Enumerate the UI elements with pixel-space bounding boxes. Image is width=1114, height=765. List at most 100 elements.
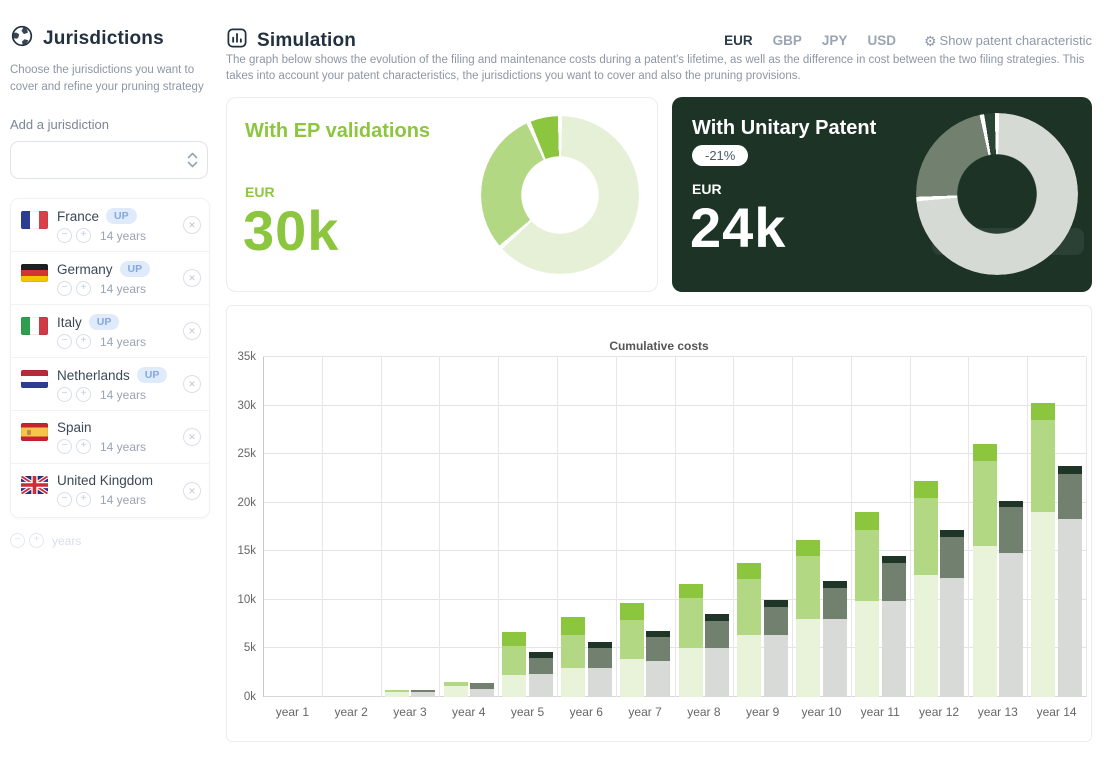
bar-segment-up-year-12[interactable] bbox=[940, 536, 965, 578]
bar-segment-up-year-8[interactable] bbox=[705, 648, 730, 697]
bar-segment-ep-year-7[interactable] bbox=[619, 620, 644, 660]
bar-segment-ep-year-8[interactable] bbox=[678, 584, 703, 598]
ep-cost-donut-chart[interactable] bbox=[481, 116, 639, 274]
remove-jurisdiction-button[interactable]: ✕ bbox=[183, 216, 201, 235]
bar-segment-up-year-5[interactable] bbox=[528, 652, 553, 658]
bar-segment-up-year-13[interactable] bbox=[999, 506, 1024, 554]
bar-segment-up-year-11[interactable] bbox=[881, 562, 906, 601]
bar-segment-up-year-13[interactable] bbox=[999, 553, 1024, 697]
minus-button-disabled[interactable]: − bbox=[10, 533, 25, 549]
bar-segment-ep-year-7[interactable] bbox=[619, 659, 644, 697]
decrease-years-button[interactable]: − bbox=[57, 228, 72, 244]
increase-years-button[interactable]: + bbox=[76, 281, 91, 297]
bar-segment-ep-year-14[interactable] bbox=[1031, 402, 1056, 421]
bar-segment-ep-year-14[interactable] bbox=[1031, 420, 1056, 513]
bar-segment-up-year-12[interactable] bbox=[940, 578, 965, 697]
bar-segment-up-year-5[interactable] bbox=[528, 657, 553, 675]
bar-segment-up-year-4[interactable] bbox=[470, 688, 494, 697]
y-axis-line bbox=[263, 357, 264, 697]
x-gridline bbox=[556, 357, 558, 697]
bar-segment-ep-year-8[interactable] bbox=[678, 597, 703, 649]
remove-jurisdiction-button[interactable]: ✕ bbox=[183, 322, 201, 341]
bar-segment-up-year-3[interactable] bbox=[411, 692, 436, 697]
bar-segment-up-year-5[interactable] bbox=[528, 674, 553, 697]
bar-segment-ep-year-13[interactable] bbox=[972, 546, 997, 697]
bar-segment-up-year-8[interactable] bbox=[705, 614, 730, 622]
remove-jurisdiction-button[interactable]: ✕ bbox=[183, 481, 201, 500]
bar-segment-up-year-13[interactable] bbox=[999, 500, 1024, 507]
bar-segment-ep-year-9[interactable] bbox=[737, 634, 762, 697]
bar-segment-ep-year-10[interactable] bbox=[796, 619, 821, 697]
increase-years-button[interactable]: + bbox=[76, 334, 91, 350]
currency-option-gbp[interactable]: GBP bbox=[772, 33, 802, 48]
bar-segment-up-year-14[interactable] bbox=[1057, 519, 1082, 697]
bar-segment-up-year-11[interactable] bbox=[881, 556, 906, 563]
bar-segment-ep-year-5[interactable] bbox=[502, 674, 527, 697]
bar-segment-ep-year-14[interactable] bbox=[1031, 512, 1056, 697]
bar-segment-up-year-6[interactable] bbox=[587, 647, 612, 668]
bar-segment-ep-year-12[interactable] bbox=[913, 481, 938, 498]
bar-segment-up-year-3[interactable] bbox=[411, 689, 436, 693]
bar-segment-ep-year-11[interactable] bbox=[855, 512, 879, 530]
bar-segment-ep-year-3[interactable] bbox=[384, 690, 409, 693]
plus-button-disabled[interactable]: + bbox=[29, 533, 44, 549]
bar-segment-ep-year-5[interactable] bbox=[502, 631, 527, 646]
remove-jurisdiction-button[interactable]: ✕ bbox=[183, 269, 201, 288]
decrease-years-button[interactable]: − bbox=[57, 439, 72, 455]
currency-option-usd[interactable]: USD bbox=[867, 33, 896, 48]
bar-segment-ep-year-9[interactable] bbox=[737, 578, 762, 635]
bar-segment-ep-year-6[interactable] bbox=[561, 667, 586, 697]
bar-segment-up-year-14[interactable] bbox=[1057, 473, 1082, 520]
bar-segment-up-year-6[interactable] bbox=[587, 667, 612, 697]
bar-segment-up-year-9[interactable] bbox=[763, 634, 788, 697]
bar-segment-up-year-10[interactable] bbox=[822, 619, 847, 697]
bar-segment-ep-year-5[interactable] bbox=[502, 645, 527, 675]
bar-segment-ep-year-12[interactable] bbox=[913, 574, 938, 697]
bar-segment-up-year-11[interactable] bbox=[881, 600, 906, 697]
bar-segment-ep-year-7[interactable] bbox=[619, 602, 644, 621]
bar-segment-ep-year-9[interactable] bbox=[737, 562, 762, 579]
bar-segment-ep-year-6[interactable] bbox=[561, 617, 586, 635]
increase-years-button[interactable]: + bbox=[76, 387, 91, 403]
remove-jurisdiction-button[interactable]: ✕ bbox=[183, 428, 201, 447]
bar-segment-ep-year-6[interactable] bbox=[561, 634, 586, 668]
increase-years-button[interactable]: + bbox=[76, 492, 91, 508]
bar-segment-ep-year-13[interactable] bbox=[972, 444, 997, 461]
bar-segment-up-year-10[interactable] bbox=[822, 587, 847, 620]
x-axis-tick-label: year 11 bbox=[860, 705, 900, 719]
bar-segment-up-year-9[interactable] bbox=[763, 606, 788, 635]
decrease-years-button[interactable]: − bbox=[57, 334, 72, 350]
bar-segment-ep-year-4[interactable] bbox=[443, 686, 468, 697]
show-patent-characteristics-button[interactable]: ⚙ Show patent characteristic bbox=[924, 33, 1092, 48]
remove-jurisdiction-button[interactable]: ✕ bbox=[183, 375, 201, 394]
bar-segment-ep-year-4[interactable] bbox=[443, 682, 468, 687]
currency-option-jpy[interactable]: JPY bbox=[821, 33, 848, 48]
bar-segment-ep-year-10[interactable] bbox=[796, 556, 821, 620]
decrease-years-button[interactable]: − bbox=[57, 387, 72, 403]
bar-segment-ep-year-11[interactable] bbox=[855, 600, 879, 697]
bar-segment-ep-year-13[interactable] bbox=[972, 460, 997, 547]
bar-segment-up-year-10[interactable] bbox=[822, 580, 847, 588]
bar-segment-up-year-7[interactable] bbox=[646, 636, 671, 662]
gear-icon: ⚙ bbox=[923, 32, 937, 49]
decrease-years-button[interactable]: − bbox=[57, 492, 72, 508]
decrease-years-button[interactable]: − bbox=[57, 281, 72, 297]
bar-segment-up-year-8[interactable] bbox=[705, 621, 730, 649]
bar-segment-up-year-4[interactable] bbox=[470, 683, 494, 689]
bar-segment-ep-year-8[interactable] bbox=[678, 648, 703, 697]
bar-segment-ep-year-11[interactable] bbox=[855, 529, 879, 601]
bar-segment-up-year-14[interactable] bbox=[1057, 465, 1082, 474]
bar-segment-up-year-7[interactable] bbox=[646, 630, 671, 637]
bar-segment-up-year-9[interactable] bbox=[763, 599, 788, 607]
bar-segment-ep-year-12[interactable] bbox=[913, 497, 938, 575]
bar-segment-up-year-12[interactable] bbox=[940, 529, 965, 537]
up-cost-donut-chart[interactable] bbox=[916, 113, 1078, 275]
jurisdiction-select[interactable] bbox=[10, 141, 208, 180]
bar-segment-ep-year-3[interactable] bbox=[384, 692, 409, 697]
increase-years-button[interactable]: + bbox=[76, 228, 91, 244]
currency-option-eur[interactable]: EUR bbox=[724, 33, 753, 48]
bar-segment-up-year-7[interactable] bbox=[646, 661, 671, 697]
bar-segment-up-year-6[interactable] bbox=[587, 642, 612, 648]
bar-segment-ep-year-10[interactable] bbox=[796, 539, 821, 557]
increase-years-button[interactable]: + bbox=[76, 439, 91, 455]
